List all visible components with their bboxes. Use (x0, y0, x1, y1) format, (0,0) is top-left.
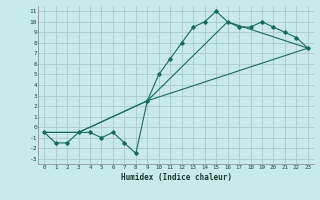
X-axis label: Humidex (Indice chaleur): Humidex (Indice chaleur) (121, 173, 231, 182)
